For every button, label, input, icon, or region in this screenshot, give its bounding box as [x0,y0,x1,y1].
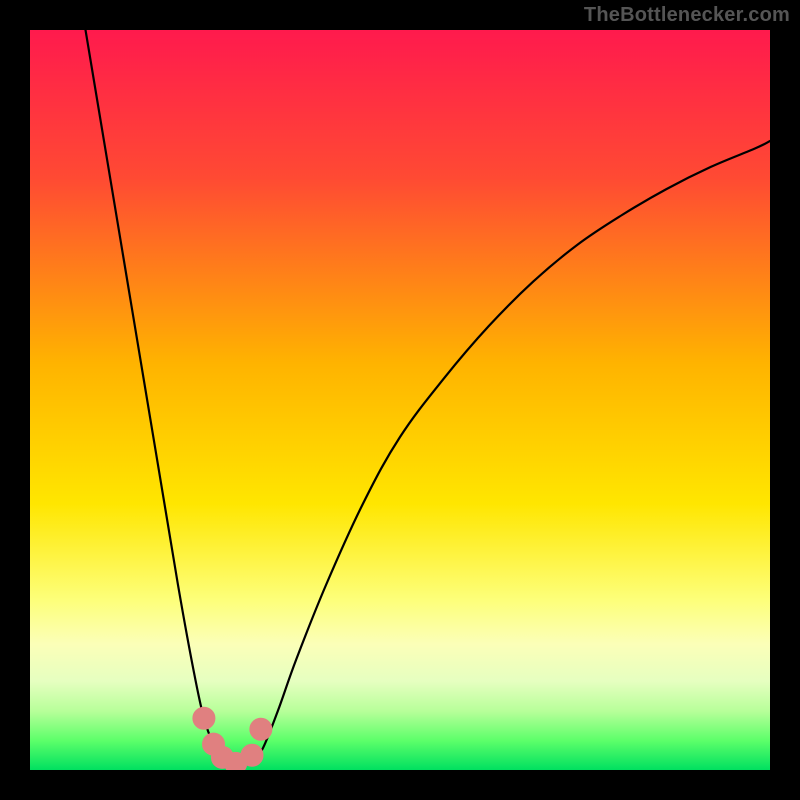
stage: TheBottlenecker.com [0,0,800,800]
marker-dot [241,744,263,766]
watermark-text: TheBottlenecker.com [584,4,790,27]
marker-dot [250,718,272,740]
marker-dot [193,707,215,729]
markers-layer [30,30,770,770]
plot-area [30,30,770,770]
